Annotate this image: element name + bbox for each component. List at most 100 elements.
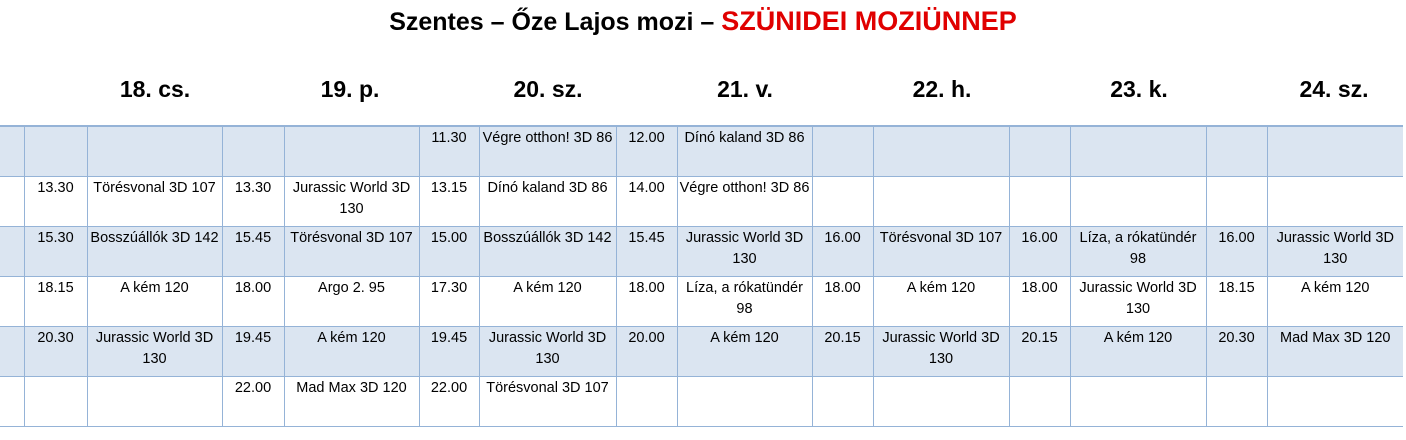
showtime-cell (1205, 175, 1268, 227)
film-cell: Jurassic World 3D 130 (86, 325, 223, 377)
showtime-cell (615, 375, 678, 427)
showtime-cell (1205, 375, 1268, 427)
film-cell: A kém 120 (1266, 275, 1403, 327)
day-header: 18. cs. (119, 76, 191, 102)
film-cell (86, 375, 223, 427)
film-cell: Törésvonal 3D 107 (478, 375, 617, 427)
film-cell (1069, 175, 1207, 227)
film-cell: Bosszúállók 3D 142 (478, 225, 617, 277)
showtime-cell: 20.30 (1205, 325, 1268, 377)
film-cell: Jurassic World 3D 130 (676, 225, 813, 277)
showtime-cell (1008, 375, 1071, 427)
showtime-cell: 20.15 (811, 325, 874, 377)
film-cell: A kém 120 (283, 325, 420, 377)
day-header: 23. k. (1110, 76, 1168, 102)
day-header: 19. p. (320, 76, 380, 102)
film-cell (1069, 125, 1207, 177)
showtime-cell: 20.15 (1008, 325, 1071, 377)
film-cell: A kém 120 (1069, 325, 1207, 377)
showtime-cell (23, 375, 88, 427)
film-cell: Dínó kaland 3D 86 (478, 175, 617, 227)
day-header: 22. h. (912, 76, 972, 102)
day-header: 24. sz. (1299, 76, 1369, 102)
film-cell: A kém 120 (86, 275, 223, 327)
table-row: 11.30 Végre otthon! 3D 86 12.00 Dínó kaland… (0, 125, 1403, 177)
showtime-cell (23, 125, 88, 177)
showtime-cell: 22.00 (221, 375, 285, 427)
film-cell: Líza, a rókatündér 98 (676, 275, 813, 327)
showtime-cell: 18.00 (811, 275, 874, 327)
showtime-cell: 13.30 (221, 175, 285, 227)
showtime-cell: 20.00 (615, 325, 678, 377)
showtime-cell: 13.30 (23, 175, 88, 227)
film-cell: Mad Max 3D 120 (283, 375, 420, 427)
film-cell (1266, 375, 1403, 427)
film-cell: Jurassic World 3D 130 (1266, 225, 1403, 277)
showtime-cell: 18.15 (23, 275, 88, 327)
film-cell: A kém 120 (478, 275, 617, 327)
film-cell (1266, 125, 1403, 177)
showtime-cell: 16.00 (1008, 225, 1071, 277)
film-cell: A kém 120 (676, 325, 813, 377)
showtime-cell: 13.15 (418, 175, 480, 227)
film-cell: Törésvonal 3D 107 (283, 225, 420, 277)
showtime-cell (221, 125, 285, 177)
schedule-table: 11.30 Végre otthon! 3D 86 12.00 Dínó kaland… (0, 125, 1403, 427)
showtime-cell: 19.45 (221, 325, 285, 377)
showtime-cell: 16.00 (811, 225, 874, 277)
film-cell: Jurassic World 3D 130 (872, 325, 1010, 377)
showtime-cell: 18.00 (221, 275, 285, 327)
film-cell: Mad Max 3D 120 (1266, 325, 1403, 377)
showtime-cell (811, 175, 874, 227)
table-row: 18.15 A kém 120 18.00 Argo 2. 95 17.30 A kém … (0, 275, 1403, 327)
showtime-cell: 14.00 (615, 175, 678, 227)
film-cell: Végre otthon! 3D 86 (676, 175, 813, 227)
row-margin-cell (0, 175, 25, 227)
title-highlight: SZÜNIDEI MOZIÜNNEP (721, 6, 1017, 36)
day-header: 21. v. (717, 76, 773, 102)
title-prefix: Szentes – Őze Lajos mozi – (389, 8, 722, 36)
showtime-cell: 12.00 (615, 125, 678, 177)
table-row: 20.30 Jurassic World 3D 130 19.45 A kém 120… (0, 325, 1403, 377)
showtime-cell: 18.00 (1008, 275, 1071, 327)
film-cell: Líza, a rókatündér 98 (1069, 225, 1207, 277)
showtime-cell (811, 125, 874, 177)
film-cell: A kém 120 (872, 275, 1010, 327)
film-cell (872, 375, 1010, 427)
showtime-cell (1008, 175, 1071, 227)
showtime-cell: 22.00 (418, 375, 480, 427)
day-header: 20. sz. (513, 76, 583, 102)
film-cell (1266, 175, 1403, 227)
showtime-cell: 20.30 (23, 325, 88, 377)
showtime-cell: 11.30 (418, 125, 480, 177)
row-margin-cell (0, 225, 25, 277)
showtime-cell (811, 375, 874, 427)
showtime-cell: 16.00 (1205, 225, 1268, 277)
film-cell: Jurassic World 3D 130 (478, 325, 617, 377)
film-cell: Dínó kaland 3D 86 (676, 125, 813, 177)
showtime-cell: 15.00 (418, 225, 480, 277)
film-cell (872, 125, 1010, 177)
film-cell (86, 125, 223, 177)
film-cell: Jurassic World 3D 130 (283, 175, 420, 227)
film-cell (1069, 375, 1207, 427)
film-cell: Bosszúállók 3D 142 (86, 225, 223, 277)
row-margin-cell (0, 325, 25, 377)
showtime-cell: 17.30 (418, 275, 480, 327)
film-cell (872, 175, 1010, 227)
day-headers: 18. cs. 19. p. 20. sz. 21. v. 22. h. 23.… (0, 76, 1406, 106)
table-row: 13.30 Törésvonal 3D 107 13.30 Jurassic Worl… (0, 175, 1403, 227)
table-row: 22.00 Mad Max 3D 120 22.00 Törésvonal 3D 10… (0, 375, 1403, 427)
showtime-cell (1008, 125, 1071, 177)
film-cell: Argo 2. 95 (283, 275, 420, 327)
table-row: 15.30 Bosszúállók 3D 142 15.45 Törésvonal 3… (0, 225, 1403, 277)
showtime-cell: 15.45 (221, 225, 285, 277)
showtime-cell: 19.45 (418, 325, 480, 377)
row-margin-cell (0, 275, 25, 327)
film-cell: Törésvonal 3D 107 (872, 225, 1010, 277)
row-margin-cell (0, 375, 25, 427)
showtime-cell: 15.45 (615, 225, 678, 277)
film-cell: Törésvonal 3D 107 (86, 175, 223, 227)
showtime-cell: 15.30 (23, 225, 88, 277)
film-cell (283, 125, 420, 177)
